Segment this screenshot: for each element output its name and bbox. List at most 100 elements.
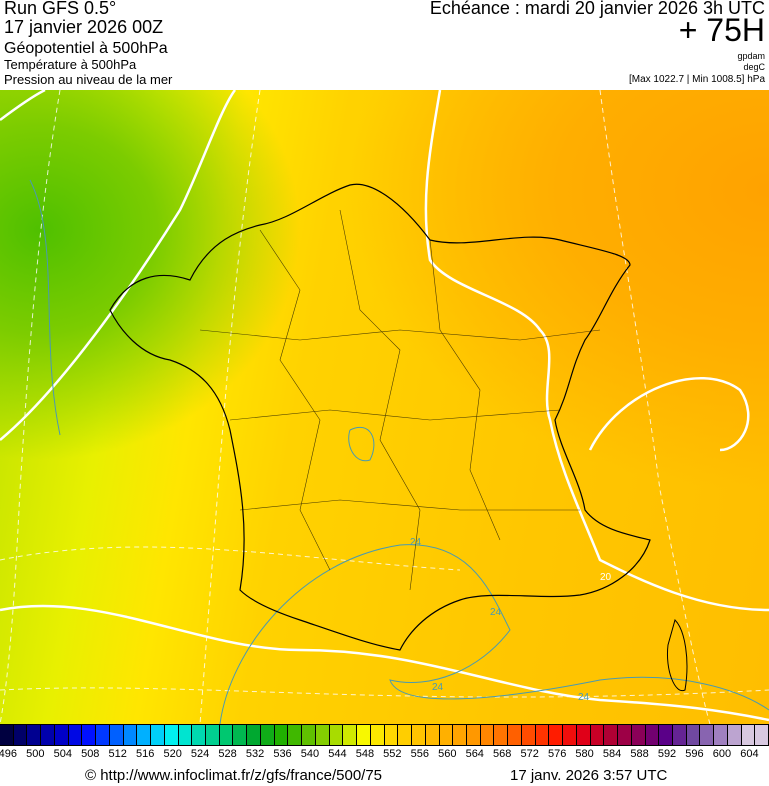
colorbar-cell	[480, 725, 495, 745]
colorbar-cell	[123, 725, 138, 745]
colorbar-tick-label: 504	[53, 748, 72, 760]
colorbar-tick-label: 560	[438, 748, 457, 760]
geopotential-contour	[424, 90, 769, 612]
colorbar-cell	[13, 725, 28, 745]
colorbar-cell	[274, 725, 289, 745]
contour-label: 24	[490, 607, 502, 618]
colorbar	[0, 724, 769, 746]
temperature-contour	[348, 426, 375, 462]
colorbar-cell	[535, 725, 550, 745]
map-overlay: 24 24 24 24 20	[0, 90, 769, 724]
colorbar-cell	[466, 725, 481, 745]
colorbar-cell	[247, 725, 261, 745]
geopotential-contour	[0, 90, 237, 441]
colorbar-tick-label: 588	[630, 748, 649, 760]
colorbar-tick-label: 536	[273, 748, 292, 760]
colorbar-cell	[549, 725, 564, 745]
colorbar-cell	[27, 725, 42, 745]
colorbar-cell	[508, 725, 522, 745]
colorbar-cell	[453, 725, 467, 745]
france-border	[109, 183, 651, 651]
colorbar-cell	[54, 725, 69, 745]
colorbar-cell	[686, 725, 701, 745]
colorbar-cell	[714, 725, 728, 745]
colorbar-tick-label: 568	[493, 748, 512, 760]
geopotential-contour	[0, 604, 769, 722]
pressure-range: [Max 1022.7 | Min 1008.5] hPa	[628, 74, 765, 85]
colorbar-cell	[219, 725, 234, 745]
isobar	[0, 687, 769, 698]
department-borders	[199, 209, 601, 591]
run-date: 17 janvier 2026 00Z	[4, 17, 164, 37]
colorbar-cell	[631, 725, 646, 745]
colorbar-cell	[343, 725, 358, 745]
isobar	[599, 90, 711, 724]
colorbar-cell	[370, 725, 385, 745]
colorbar-cell	[109, 725, 124, 745]
isobar	[0, 90, 61, 724]
colorbar-cell	[206, 725, 220, 745]
field-pressure: Pression au niveau de la mer	[4, 72, 173, 87]
geopotential-contours	[0, 90, 769, 722]
colorbar-cell	[659, 725, 673, 745]
field-geopotential: Géopotentiel à 500hPa	[4, 40, 168, 57]
colorbar-cell	[384, 725, 399, 745]
colorbar-cell	[645, 725, 660, 745]
colorbar-tick-label: 548	[355, 748, 375, 760]
temperature-contour	[219, 544, 769, 724]
colorbar-cell	[727, 725, 742, 745]
colorbar-tick-label: 516	[136, 748, 155, 760]
colorbar-cell	[41, 725, 55, 745]
colorbar-cell	[137, 725, 152, 745]
contour-label: 24	[578, 692, 590, 703]
colorbar-tick-label: 600	[712, 748, 732, 760]
colorbar-cell	[439, 725, 454, 745]
colorbar-cell	[329, 725, 344, 745]
colorbar-tick-label: 552	[383, 748, 402, 760]
geopotential-contour	[588, 376, 750, 452]
colorbar-cell	[494, 725, 509, 745]
colorbar-cell	[755, 725, 769, 745]
valid-time: Echéance : mardi 20 janvier 2026 3h UTC	[429, 0, 765, 18]
colorbar-tick-label: 580	[575, 748, 594, 760]
colorbar-cell	[233, 725, 248, 745]
colorbar-tick-label: 576	[547, 748, 567, 760]
colorbar-tick-label: 500	[26, 748, 45, 760]
contour-label: 24	[432, 682, 444, 693]
colorbar-tick-label: 584	[602, 748, 622, 760]
generated-time: 17 janv. 2026 3:57 UTC	[510, 767, 668, 784]
colorbar-tick-label: 592	[657, 748, 677, 760]
colorbar-cell	[315, 725, 330, 745]
colorbar-cell	[398, 725, 413, 745]
colorbar-cell	[521, 725, 536, 745]
colorbar-tick-label: 532	[245, 748, 265, 760]
colorbar-tick-label: 524	[190, 748, 210, 760]
corsica	[666, 619, 688, 692]
contour-label: 20	[600, 572, 612, 583]
unit-degc: degC	[743, 62, 765, 72]
temperature-contour	[29, 179, 61, 436]
colorbar-tick-label: 544	[328, 748, 347, 760]
unit-gpdam: gpdam	[737, 51, 765, 61]
colorbar-cell	[288, 725, 303, 745]
field-temperature: Température à 500hPa	[4, 57, 137, 72]
colorbar-cell	[68, 725, 83, 745]
geopotential-contour	[0, 90, 46, 122]
colorbar-cell	[357, 725, 371, 745]
colorbar-cell	[302, 725, 316, 745]
contour-label: 24	[410, 537, 422, 548]
colorbar-cell	[741, 725, 756, 745]
weather-map: 24 24 24 24 20	[0, 90, 769, 724]
colorbar-cell	[604, 725, 619, 745]
colorbar-cell	[563, 725, 577, 745]
colorbar-tick-label: 508	[81, 748, 100, 760]
colorbar-cell	[164, 725, 179, 745]
colorbar-cell	[618, 725, 632, 745]
colorbar-tick-label: 556	[410, 748, 430, 760]
colorbar-ticks: 496 500 504 508 512 516 520 524 528 532 536 540 544 5…	[0, 748, 769, 762]
colorbar-cell	[178, 725, 193, 745]
colorbar-tick-label: 604	[740, 748, 759, 760]
colorbar-cell	[672, 725, 687, 745]
colorbar-cell	[96, 725, 110, 745]
colorbar-tick-label: 528	[218, 748, 237, 760]
